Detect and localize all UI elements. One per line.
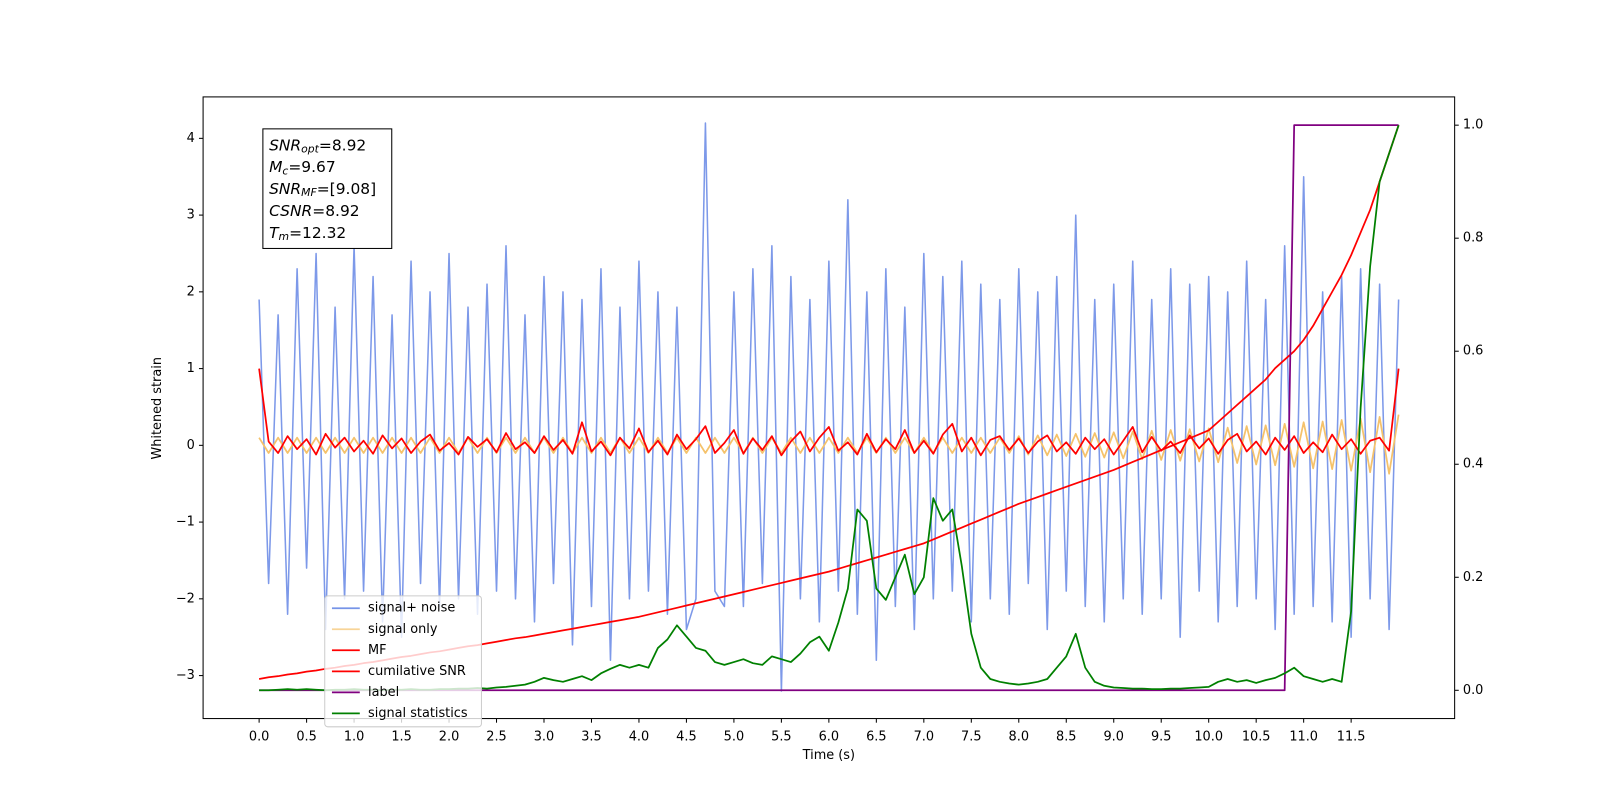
y2-tick-label: 1.0	[1463, 118, 1483, 133]
x-tick-label: 6.0	[819, 730, 839, 745]
annotation-value: =8.92	[319, 136, 366, 154]
legend-label: cumilative SNR	[368, 664, 466, 679]
series-line	[258, 414, 1400, 475]
annotation-value: =[9.08]	[317, 180, 376, 198]
annotation-line: CSNR=8.92	[269, 201, 360, 219]
annotation-subscript: opt	[301, 142, 319, 155]
x-tick-label: 4.5	[676, 730, 696, 745]
ticks: 0.0 0.5 1.0 1.5 2.0 2.5 3.0 3.5 4.0 4.5 5.0 5.5 6.0 6…	[176, 118, 1484, 745]
x-tick-label: 9.5	[1151, 730, 1171, 745]
y-tick-label: −3	[176, 668, 195, 683]
legend-label: signal statistics	[368, 706, 468, 721]
x-tick-label: 1.5	[391, 730, 411, 745]
x-tick-label: 11.0	[1289, 730, 1318, 745]
y-tick-label: 0	[187, 438, 195, 453]
legend: signal+ noise signal only MF cumilative SNR…	[324, 595, 482, 728]
x-tick-label: 0.0	[249, 730, 269, 745]
y-tick-label: 1	[187, 361, 195, 376]
annotation-value: =9.67	[288, 158, 335, 176]
y2-tick-label: 0.0	[1463, 683, 1483, 698]
y-tick-label: −1	[176, 515, 195, 530]
x-tick-label: 10.5	[1242, 730, 1271, 745]
x-tick-label: 2.0	[439, 730, 459, 745]
y-tick-label: −2	[176, 591, 195, 606]
x-tick-label: 8.0	[1009, 730, 1029, 745]
legend-label: MF	[368, 643, 387, 658]
x-tick-label: 10.0	[1194, 730, 1223, 745]
annotation-box: SNRopt=8.92Mc=9.67SNRMF=[9.08]CSNR=8.92T…	[262, 128, 393, 249]
annotation-symbol: SNR	[269, 180, 301, 198]
annotation-subscript: m	[279, 230, 290, 243]
annotation-line: Mc=9.67	[269, 158, 336, 178]
x-axis-label: Time (s)	[802, 748, 855, 763]
y-tick-label: 2	[187, 284, 195, 299]
annotation-line: SNRMF=[9.08]	[269, 180, 376, 200]
legend-label: signal+ noise	[368, 601, 455, 616]
y2-tick-label: 0.4	[1463, 457, 1483, 472]
y2-tick-label: 0.8	[1463, 231, 1483, 246]
annotation-subscript: c	[282, 164, 288, 177]
x-tick-label: 3.0	[534, 730, 554, 745]
x-tick-label: 8.5	[1056, 730, 1076, 745]
x-tick-label: 3.5	[581, 730, 601, 745]
annotation-value: =8.92	[312, 201, 359, 219]
x-tick-label: 7.5	[961, 730, 981, 745]
y2-tick-label: 0.2	[1463, 570, 1483, 585]
x-tick-label: 11.5	[1337, 730, 1366, 745]
legend-frame	[324, 595, 482, 728]
y-axis-label: Whitened strain	[150, 357, 165, 459]
annotation-symbol: M	[269, 158, 282, 176]
annotation-frame	[262, 128, 393, 249]
x-tick-label: 9.0	[1103, 730, 1123, 745]
legend-label: signal only	[368, 622, 438, 637]
series-line	[258, 368, 1400, 457]
y-tick-label: 4	[187, 131, 195, 146]
annotation-line: Tm=12.32	[269, 223, 346, 243]
series-line	[258, 122, 1400, 692]
y2-tick-label: 0.6	[1463, 344, 1483, 359]
annotation-symbol: SNR	[269, 136, 301, 154]
legend-label: label	[368, 685, 399, 700]
x-tick-label: 6.5	[866, 730, 886, 745]
x-tick-label: 7.0	[914, 730, 934, 745]
annotation-symbol: CSNR	[269, 201, 312, 219]
annotation-subscript: MF	[301, 186, 317, 199]
x-tick-label: 2.5	[486, 730, 506, 745]
x-tick-label: 5.0	[724, 730, 744, 745]
annotation-value: =12.32	[289, 223, 346, 241]
x-tick-label: 0.5	[296, 730, 316, 745]
annotation-line: SNRopt=8.92	[269, 136, 366, 156]
y-tick-label: 3	[187, 208, 195, 223]
x-tick-label: 4.0	[629, 730, 649, 745]
x-tick-label: 5.5	[771, 730, 791, 745]
x-tick-label: 1.0	[344, 730, 364, 745]
annotation-symbol: T	[269, 223, 280, 241]
